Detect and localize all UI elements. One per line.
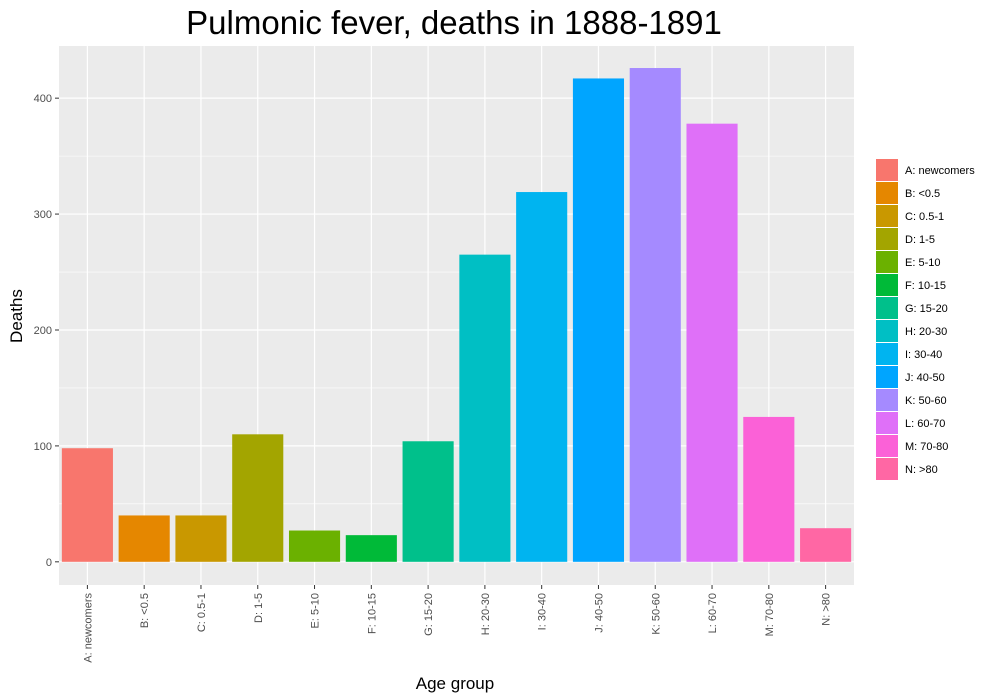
legend-label: G: 15-20 [905,303,948,315]
legend-key [876,435,898,457]
legend-key [876,182,898,204]
x-tick-label: B: <0.5 [139,593,151,628]
legend-label: F: 10-15 [905,280,946,292]
x-tick-label: D: 1-5 [253,593,265,623]
bar [800,528,852,562]
legend-label: L: 60-70 [905,418,945,430]
x-tick-label: F: 10-15 [366,593,378,634]
bar [232,434,284,562]
y-tick-label: 0 [46,557,52,569]
legend-label: I: 30-40 [905,349,942,361]
legend-label: N: >80 [905,464,938,476]
bar [61,448,113,562]
legend-label: B: <0.5 [905,188,940,200]
legend-label: D: 1-5 [905,234,935,246]
x-tick-label: N: >80 [821,593,833,626]
bar [175,515,227,562]
y-tick-label: 400 [34,93,52,105]
chart-title: Pulmonic fever, deaths in 1888-1891 [186,4,722,41]
bars [61,68,852,562]
legend-key [876,251,898,273]
x-tick-label: G: 15-20 [423,593,435,636]
bar [516,192,568,562]
bar [743,416,795,562]
x-tick-label: M: 70-80 [764,593,776,636]
legend-key [876,412,898,434]
legend-key [876,159,898,181]
legend-key [876,366,898,388]
y-axis: 0 100 200 300 400 [34,93,59,569]
legend-key [876,297,898,319]
x-tick-label: H: 20-30 [480,593,492,635]
legend-key [876,205,898,227]
x-tick-label: J: 40-50 [593,593,605,633]
x-tick-label: C: 0.5-1 [196,593,208,632]
legend-label: K: 50-60 [905,395,947,407]
legend: A: newcomers B: <0.5 C: 0.5-1 D: 1-5 E: 5-10… [876,159,975,480]
x-axis-title: Age group [416,674,494,693]
legend-key [876,458,898,480]
bar [629,68,681,562]
x-tick-label: K: 50-60 [650,593,662,635]
legend-key [876,343,898,365]
legend-key [876,389,898,411]
bar [118,515,170,562]
x-tick-label: A: newcomers [82,593,94,663]
legend-label: H: 20-30 [905,326,947,338]
y-axis-title: Deaths [7,289,26,343]
legend-key [876,274,898,296]
y-tick-label: 200 [34,325,52,337]
bar [345,535,397,562]
bar [288,530,341,562]
x-tick-label: L: 60-70 [707,593,719,633]
bar [686,123,738,562]
legend-label: A: newcomers [905,165,975,177]
bar [459,254,511,562]
legend-label: M: 70-80 [905,441,948,453]
x-tick-label: E: 5-10 [310,593,322,628]
y-tick-label: 300 [34,209,52,221]
bar [572,78,625,562]
legend-label: J: 40-50 [905,372,945,384]
legend-key [876,228,898,250]
legend-label: C: 0.5-1 [905,211,944,223]
bar [402,441,454,562]
x-tick-label: I: 30-40 [537,593,549,630]
legend-key [876,320,898,342]
x-axis: A: newcomers B: <0.5 C: 0.5-1 D: 1-5 E: 5-10… [82,585,833,663]
y-tick-label: 100 [34,441,52,453]
legend-label: E: 5-10 [905,257,940,269]
